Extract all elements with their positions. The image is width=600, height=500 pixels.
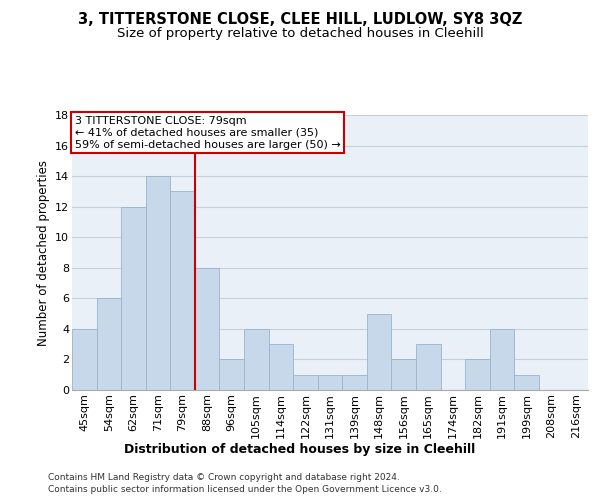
Bar bbox=[318, 374, 342, 390]
Bar bbox=[416, 344, 440, 390]
Bar bbox=[465, 360, 490, 390]
Text: Distribution of detached houses by size in Cleehill: Distribution of detached houses by size … bbox=[124, 442, 476, 456]
Bar bbox=[146, 176, 170, 390]
Text: 3, TITTERSTONE CLOSE, CLEE HILL, LUDLOW, SY8 3QZ: 3, TITTERSTONE CLOSE, CLEE HILL, LUDLOW,… bbox=[78, 12, 522, 28]
Bar bbox=[391, 360, 416, 390]
Bar bbox=[97, 298, 121, 390]
Bar bbox=[121, 206, 146, 390]
Text: Contains public sector information licensed under the Open Government Licence v3: Contains public sector information licen… bbox=[48, 485, 442, 494]
Bar bbox=[367, 314, 391, 390]
Y-axis label: Number of detached properties: Number of detached properties bbox=[37, 160, 50, 346]
Bar bbox=[170, 192, 195, 390]
Bar bbox=[293, 374, 318, 390]
Bar bbox=[195, 268, 220, 390]
Text: 3 TITTERSTONE CLOSE: 79sqm
← 41% of detached houses are smaller (35)
59% of semi: 3 TITTERSTONE CLOSE: 79sqm ← 41% of deta… bbox=[74, 116, 340, 150]
Text: Size of property relative to detached houses in Cleehill: Size of property relative to detached ho… bbox=[116, 28, 484, 40]
Bar bbox=[269, 344, 293, 390]
Bar bbox=[220, 360, 244, 390]
Bar bbox=[72, 329, 97, 390]
Bar bbox=[342, 374, 367, 390]
Text: Contains HM Land Registry data © Crown copyright and database right 2024.: Contains HM Land Registry data © Crown c… bbox=[48, 472, 400, 482]
Bar bbox=[244, 329, 269, 390]
Bar bbox=[514, 374, 539, 390]
Bar bbox=[490, 329, 514, 390]
